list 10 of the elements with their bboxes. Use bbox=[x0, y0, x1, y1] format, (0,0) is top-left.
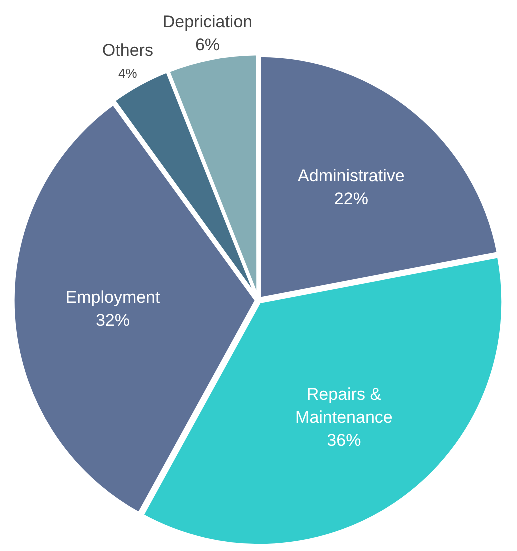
data-label: 6% bbox=[195, 35, 220, 54]
data-label: 22% bbox=[334, 189, 368, 208]
slice-label: Depriciation bbox=[162, 12, 253, 32]
data-label: 32% bbox=[96, 310, 130, 330]
data-label: 4% bbox=[118, 66, 138, 82]
slice-label: Others bbox=[102, 41, 154, 60]
slice-label: Administrative bbox=[298, 166, 405, 186]
slice-label: Employment bbox=[66, 288, 160, 307]
data-label: 36% bbox=[327, 431, 362, 450]
slice-label: Repairs & Maintenance bbox=[296, 385, 393, 428]
